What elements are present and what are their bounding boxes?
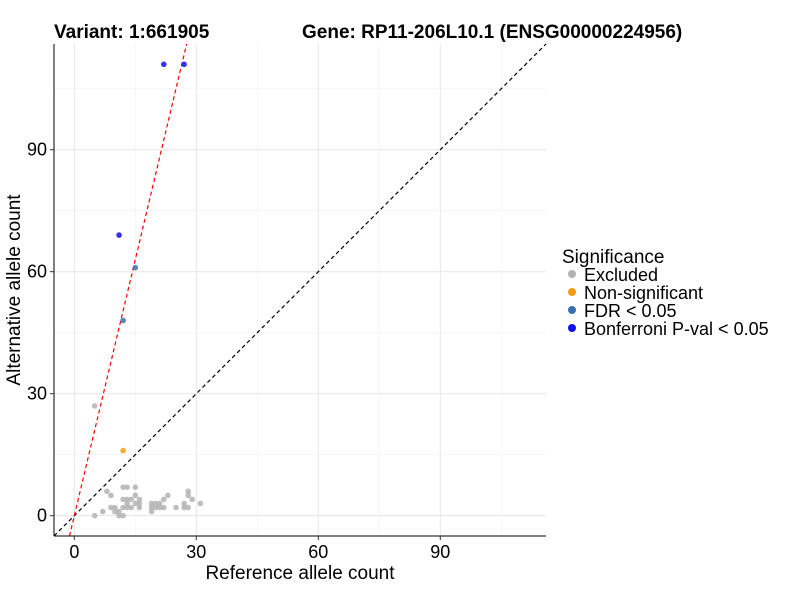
- point-excluded: [148, 508, 155, 515]
- y-tick-label: 60: [27, 262, 47, 282]
- point-excluded: [99, 508, 106, 515]
- reference-lines: [53, 43, 547, 537]
- point-excluded: [156, 504, 163, 511]
- point-excluded: [91, 512, 98, 519]
- point-excluded: [152, 504, 159, 511]
- legend: Significance ExcludedNon-significantFDR …: [562, 247, 769, 339]
- x-tick-label: 60: [308, 542, 328, 562]
- point-excluded: [120, 484, 126, 491]
- legend-key: [568, 306, 576, 314]
- point-excluded: [181, 504, 187, 511]
- legend-key: [568, 270, 576, 278]
- point-excluded: [128, 504, 135, 511]
- legend-key: [568, 288, 576, 296]
- point-excluded: [112, 504, 118, 511]
- point-excluded: [112, 508, 118, 515]
- y-tick-label: 30: [27, 384, 47, 404]
- point-non-significant: [120, 447, 126, 454]
- chart-title-variant: Variant: 1:661905: [54, 22, 210, 43]
- data-points: [91, 61, 204, 519]
- point-excluded: [116, 512, 122, 519]
- fit-line: [68, 43, 188, 537]
- identity-line: [53, 43, 547, 537]
- point-excluded: [136, 496, 143, 503]
- point-fdr-0-05: [120, 317, 126, 324]
- point-excluded: [185, 488, 191, 495]
- point-excluded: [120, 504, 126, 511]
- chart-title-gene: Gene: RP11-206L10.1 (ENSG00000224956): [302, 22, 682, 43]
- legend-title: Significance: [562, 247, 664, 268]
- x-tick-label: 0: [69, 542, 79, 562]
- point-excluded: [91, 403, 98, 409]
- point-excluded: [185, 504, 191, 511]
- point-excluded: [124, 496, 130, 503]
- point-bonferroni-p-val-0-05: [181, 61, 187, 68]
- point-excluded: [160, 496, 167, 503]
- point-excluded: [160, 504, 167, 511]
- point-fdr-0-05: [132, 264, 139, 271]
- x-tick-label: 30: [186, 542, 206, 562]
- point-excluded: [185, 492, 191, 499]
- plot-axes: [53, 44, 546, 537]
- point-bonferroni-p-val-0-05: [160, 61, 167, 68]
- legend-key: [568, 324, 576, 332]
- point-excluded: [124, 500, 130, 507]
- point-excluded: [108, 492, 114, 499]
- y-axis-title: Alternative allele count: [4, 194, 25, 386]
- point-excluded: [181, 500, 187, 507]
- point-excluded: [132, 500, 139, 507]
- point-excluded: [132, 484, 139, 491]
- point-excluded: [152, 500, 159, 507]
- point-excluded: [124, 484, 130, 491]
- point-excluded: [120, 496, 126, 503]
- point-excluded: [116, 508, 122, 515]
- point-excluded: [165, 492, 171, 499]
- legend-label: FDR < 0.05: [584, 301, 677, 321]
- x-tick-label: 90: [430, 542, 450, 562]
- point-excluded: [148, 500, 155, 507]
- y-tick-label: 0: [37, 506, 47, 526]
- x-axis-title: Reference allele count: [205, 563, 395, 584]
- legend-label: Bonferroni P-val < 0.05: [584, 319, 769, 339]
- y-axis-ticks: 0 30 60 90: [27, 140, 54, 526]
- plot-grid: [54, 44, 546, 536]
- point-excluded: [197, 500, 204, 507]
- point-excluded: [124, 504, 130, 511]
- point-bonferroni-p-val-0-05: [116, 232, 122, 238]
- y-tick-label: 90: [27, 140, 47, 160]
- point-excluded: [156, 500, 163, 507]
- point-excluded: [108, 504, 114, 511]
- point-excluded: [136, 504, 143, 511]
- point-excluded: [128, 496, 135, 503]
- point-excluded: [189, 496, 196, 503]
- point-excluded: [173, 504, 179, 511]
- point-excluded: [120, 512, 126, 519]
- point-excluded: [136, 500, 143, 507]
- legend-label: Non-significant: [584, 283, 703, 303]
- point-excluded: [148, 504, 155, 511]
- point-excluded: [132, 492, 139, 499]
- point-excluded: [104, 488, 110, 495]
- x-axis-ticks: 0 30 60 90: [69, 536, 450, 562]
- legend-label: Excluded: [584, 265, 658, 285]
